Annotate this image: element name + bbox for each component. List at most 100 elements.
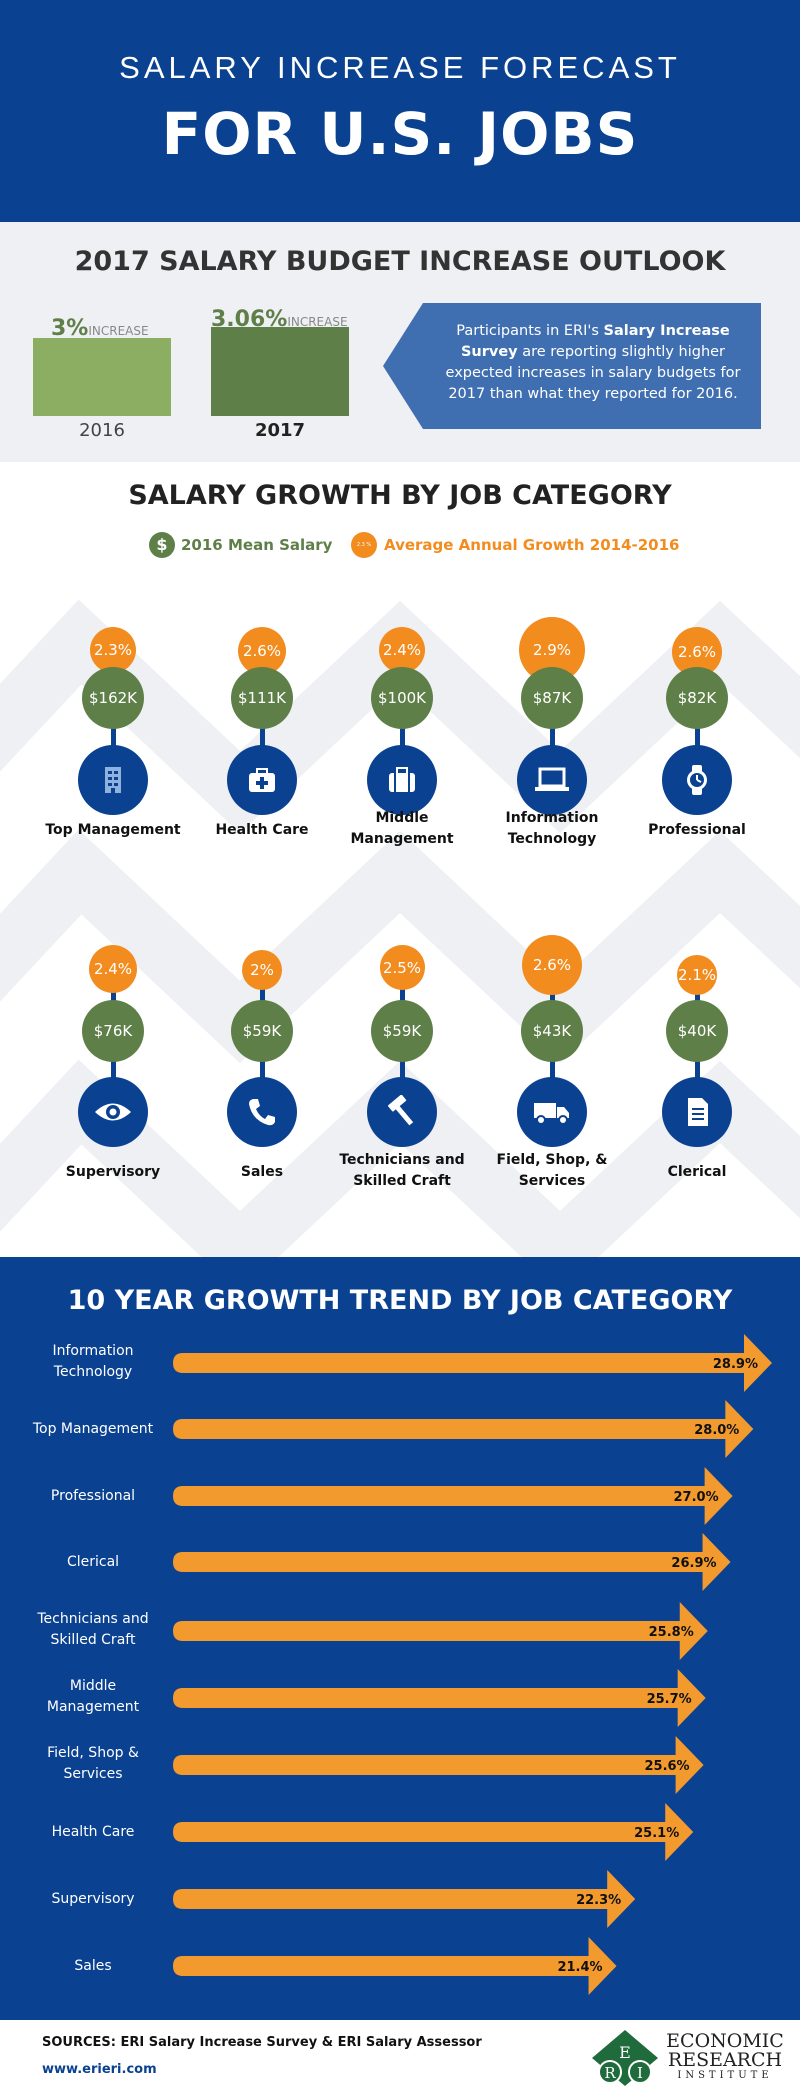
- trend-category-label: Technicians and Skilled Craft: [37, 1611, 149, 1648]
- category-sales: 2% $59K Sales: [182, 930, 342, 1220]
- category-technicians-and-skilled-craft: 2.5% $59K Technicians and Skilled Craft: [322, 930, 482, 1220]
- callout-arrow-shape: [383, 303, 761, 429]
- hammer-icon: [367, 1077, 437, 1147]
- callout-text-pre: Participants in ERI's: [456, 323, 604, 339]
- mean-salary-bubble: $76K: [82, 1000, 144, 1062]
- budget-year-2016: 2016: [79, 420, 125, 441]
- legend-salary-label: 2016 Mean Salary: [181, 536, 333, 554]
- trend-value-label: 22.3%: [576, 1893, 621, 1908]
- budget-bar-2016: 3%INCREASE: [33, 316, 171, 416]
- trend-arrow-bar: [173, 1803, 694, 1861]
- logo-letter-r: R: [604, 2064, 616, 2082]
- trend-chart: 28.9% 28.0% 27.0% 26.9% 25.8% 25.7% 25.6% 25.1%…: [173, 1334, 772, 1995]
- logo-line1: ECONOMIC: [666, 2030, 784, 2052]
- trend-title: 10 YEAR GROWTH TREND BY JOB CATEGORY: [67, 1285, 733, 1316]
- mean-salary-bubble: $100K: [371, 667, 433, 729]
- eye-icon: [78, 1077, 148, 1147]
- header-title: FOR U.S. JOBS: [161, 100, 639, 168]
- mean-salary-bubble: $162K: [82, 667, 144, 729]
- mean-salary-bubble: $87K: [521, 667, 583, 729]
- category-name: Field, Shop, & Services: [496, 1152, 608, 1189]
- category-name: Technicians and Skilled Craft: [339, 1152, 465, 1189]
- mean-salary-bubble: $43K: [521, 1000, 583, 1062]
- category-name: Clerical: [667, 1164, 727, 1180]
- document-icon: [662, 1077, 732, 1147]
- mean-salary-bubble: $40K: [666, 1000, 728, 1062]
- growth-title: SALARY GROWTH BY JOB CATEGORY: [128, 480, 672, 511]
- category-name: Health Care: [215, 822, 309, 838]
- category-name: Information Technology: [505, 810, 599, 847]
- legend-growth-label: Average Annual Growth 2014-2016: [384, 536, 680, 554]
- trend-value-label: 26.9%: [671, 1556, 716, 1571]
- trend-category-label: Health Care: [51, 1824, 135, 1840]
- trend-arrow-bar: [173, 1602, 708, 1660]
- growth-rate-bubble: 2.5%: [379, 945, 425, 990]
- trend-arrow-bar: [173, 1467, 733, 1525]
- category-clerical: 2.1% $40K Clerical: [617, 930, 777, 1220]
- trend-arrow-bar: [173, 1937, 617, 1995]
- watch-icon: [662, 745, 732, 815]
- logo-letter-e: E: [619, 2043, 631, 2062]
- budget-callout: Participants in ERI's Salary Increase Su…: [383, 303, 761, 429]
- building-icon: [78, 745, 148, 815]
- trend-arrow-bar: [173, 1533, 731, 1591]
- medical-bag-icon: [227, 745, 297, 815]
- callout-text-post: are reporting slightly higher expected i…: [445, 344, 741, 402]
- growth-rate-bubble: 2%: [242, 950, 282, 990]
- category-professional: 2.6% $82K Professional: [617, 607, 777, 897]
- trend-category-label: Clerical: [66, 1554, 120, 1570]
- growth-rate-bubble: 2.6%: [672, 627, 722, 677]
- trend-value-label: 27.0%: [674, 1490, 719, 1505]
- growth-rate-bubble: 2.4%: [379, 627, 425, 673]
- mean-salary-bubble: $59K: [231, 1000, 293, 1062]
- truck-icon: [517, 1077, 587, 1147]
- category-middle-management: 2.4% $100K Middle Management: [322, 607, 482, 897]
- category-top-management: 2.3% $162K Top Management: [33, 607, 193, 897]
- mean-salary-bubble: $82K: [666, 667, 728, 729]
- category-information-technology: 2.9% $87K Information Technology: [472, 607, 632, 897]
- trend-category-label: Information Technology: [52, 1343, 134, 1380]
- category-name: Top Management: [45, 822, 181, 838]
- logo-line3: INSTITUTE: [677, 2070, 773, 2081]
- eri-logo-icon: E R I: [592, 2030, 658, 2086]
- growth-rate-bubble: 2.3%: [90, 627, 136, 673]
- trend-value-label: 25.7%: [647, 1692, 692, 1707]
- budget-year-2017: 2017: [254, 420, 306, 441]
- category-supervisory: 2.4% $76K Supervisory: [33, 930, 193, 1220]
- trend-arrow-bar: [173, 1870, 636, 1928]
- trend-category-label: Supervisory: [51, 1891, 135, 1907]
- budget-word-2016: INCREASE: [88, 324, 149, 338]
- trend-section: 10 YEAR GROWTH TREND BY JOB CATEGORY 28.…: [0, 1257, 800, 2020]
- trend-value-label: 25.1%: [634, 1826, 679, 1841]
- phone-icon: [227, 1077, 297, 1147]
- trend-value-label: 28.9%: [713, 1357, 758, 1372]
- trend-category-label: Professional: [50, 1488, 136, 1504]
- dollar-icon: $: [149, 532, 175, 558]
- trend-arrow-bar: [173, 1736, 704, 1794]
- trend-category-label: Field, Shop & Services: [47, 1745, 139, 1782]
- laptop-icon: [517, 745, 587, 815]
- trend-value-label: 28.0%: [694, 1423, 739, 1438]
- category-name: Sales: [240, 1164, 284, 1180]
- budget-word-2017: INCREASE: [287, 315, 348, 329]
- trend-arrow-bar: [173, 1400, 754, 1458]
- growth-rate-bubble: 2.1%: [677, 955, 717, 995]
- trend-value-label: 25.8%: [649, 1625, 694, 1640]
- trend-value-label: 25.6%: [644, 1759, 689, 1774]
- callout-text: Participants in ERI's Salary Increase Su…: [441, 321, 745, 405]
- trend-category-label: Sales: [74, 1958, 112, 1974]
- budget-bar-2017: 3.06%INCREASE: [211, 307, 349, 416]
- budget-pct-2017: 3.06%: [211, 307, 288, 332]
- trend-arrow-bar: [173, 1334, 772, 1392]
- category-name: Middle Management: [350, 810, 454, 847]
- trend-arrow-bar: [173, 1669, 706, 1727]
- footer-url[interactable]: www.erieri.com: [42, 2062, 157, 2077]
- footer: SOURCES: ERI Salary Increase Survey & ER…: [0, 2020, 800, 2096]
- trend-category-label: Middle Management: [46, 1678, 140, 1715]
- category-name: Supervisory: [65, 1164, 161, 1180]
- briefcase-icon: [367, 745, 437, 815]
- header-subtitle: SALARY INCREASE FORECAST: [119, 50, 681, 85]
- category-health-care: 2.6% $111K Health Care: [182, 607, 342, 897]
- eri-logo-text: ECONOMIC RESEARCH INSTITUTE: [660, 2030, 790, 2082]
- growth-legend: $ 2016 Mean Salary 2.3 % Average Annual …: [0, 532, 800, 563]
